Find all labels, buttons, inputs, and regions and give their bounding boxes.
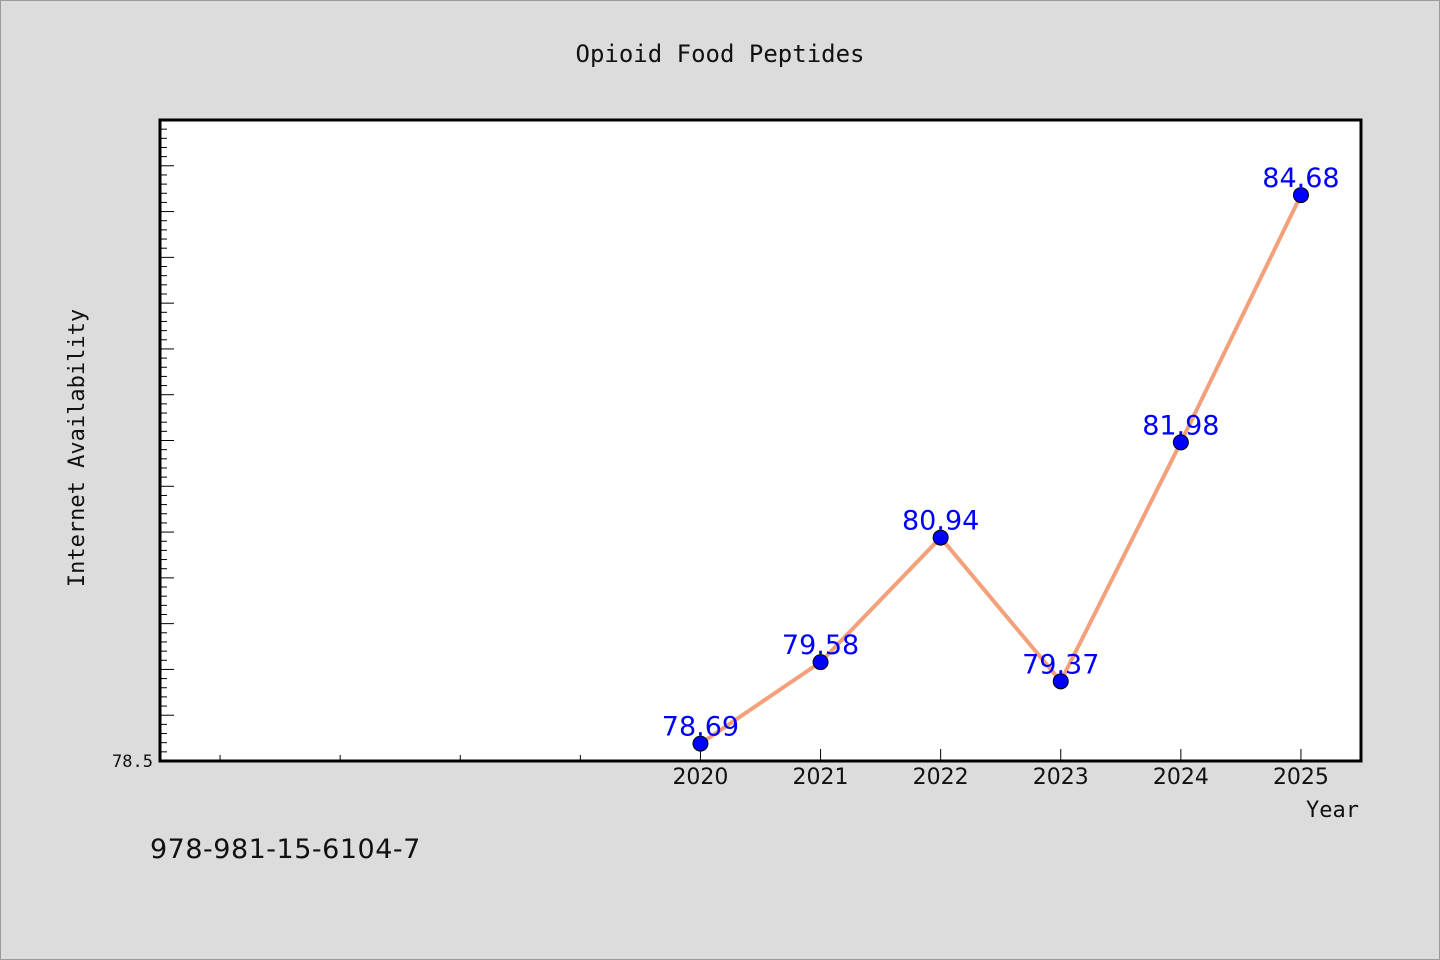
data-point bbox=[932, 529, 949, 546]
x-axis-minor-ticks bbox=[219, 755, 581, 761]
y-axis-tick-label: 78.5 bbox=[112, 752, 153, 772]
data-markers bbox=[692, 187, 1309, 752]
x-axis-tick-label: 2020 bbox=[672, 765, 728, 790]
data-label: 84.68 bbox=[1262, 163, 1339, 194]
data-point bbox=[692, 735, 709, 752]
x-axis-tick-label: 2025 bbox=[1273, 765, 1329, 790]
isbn-footer: 978-981-15-6104-7 bbox=[150, 834, 421, 865]
data-label: 81.98 bbox=[1142, 410, 1219, 441]
data-label: 79.58 bbox=[782, 630, 859, 661]
data-point bbox=[1052, 673, 1069, 690]
chart-title: Opioid Food Peptides bbox=[576, 40, 865, 68]
data-label: 80.94 bbox=[902, 506, 979, 537]
y-axis-label: Internet Availability bbox=[65, 309, 90, 587]
series-line bbox=[698, 193, 1303, 746]
x-axis-tick-label: 2023 bbox=[1033, 765, 1089, 790]
data-point bbox=[812, 654, 829, 671]
data-label: 79.37 bbox=[1022, 649, 1099, 680]
plot-area bbox=[158, 118, 1363, 763]
data-point bbox=[1172, 434, 1189, 451]
data-label: 78.69 bbox=[662, 712, 739, 743]
data-labels: 78.69 79.58 80.94 79.37 81.98 84.68 bbox=[662, 163, 1340, 743]
x-axis-ticks: 2020 2021 2022 2023 2024 2025 bbox=[672, 749, 1329, 790]
x-axis-tick-label: 2024 bbox=[1153, 765, 1209, 790]
y-axis-minor-ticks bbox=[160, 119, 174, 753]
x-axis-label: Year bbox=[1306, 798, 1359, 823]
x-axis-tick-label: 2021 bbox=[793, 765, 849, 790]
x-axis-tick-label: 2022 bbox=[913, 765, 969, 790]
data-point bbox=[1292, 187, 1309, 204]
